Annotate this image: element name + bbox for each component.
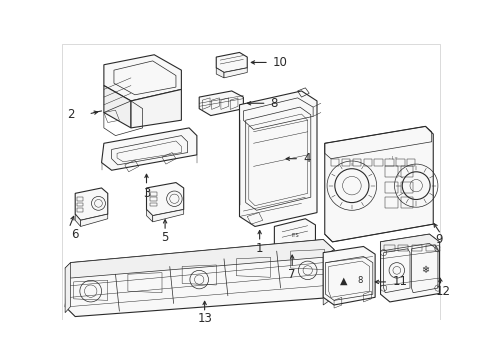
Polygon shape: [65, 239, 334, 278]
Bar: [397, 245, 409, 251]
Polygon shape: [381, 234, 440, 302]
Text: 9: 9: [436, 233, 443, 246]
Polygon shape: [325, 126, 433, 242]
Text: ▲: ▲: [341, 275, 348, 285]
Bar: [77, 203, 83, 206]
Bar: [353, 159, 361, 166]
Polygon shape: [65, 239, 334, 316]
Bar: [384, 245, 394, 251]
Polygon shape: [81, 214, 108, 226]
Polygon shape: [240, 91, 317, 226]
Polygon shape: [216, 68, 224, 78]
Polygon shape: [75, 214, 81, 226]
Bar: [77, 197, 83, 201]
Bar: [401, 182, 413, 193]
Polygon shape: [263, 168, 282, 178]
Polygon shape: [199, 91, 244, 116]
Bar: [401, 197, 413, 208]
Polygon shape: [104, 55, 181, 101]
Polygon shape: [147, 210, 153, 222]
Bar: [364, 159, 372, 166]
Text: 6: 6: [72, 228, 79, 240]
Text: 8: 8: [357, 276, 362, 285]
Bar: [77, 208, 83, 212]
Polygon shape: [323, 247, 375, 305]
Text: 11: 11: [392, 275, 407, 288]
Polygon shape: [75, 188, 108, 220]
Polygon shape: [381, 234, 440, 251]
Text: 12: 12: [436, 285, 451, 298]
Text: 5: 5: [161, 231, 169, 244]
Bar: [385, 182, 397, 193]
Text: ❄: ❄: [420, 265, 429, 275]
Polygon shape: [323, 249, 334, 305]
Text: 3: 3: [143, 187, 150, 200]
Polygon shape: [257, 145, 282, 172]
Text: 13: 13: [197, 312, 212, 325]
Bar: [425, 245, 437, 251]
Text: 1: 1: [256, 242, 264, 255]
Polygon shape: [65, 263, 71, 313]
Bar: [407, 159, 416, 166]
Bar: [149, 203, 157, 206]
Text: 10: 10: [273, 56, 288, 69]
Text: ITS: ITS: [292, 233, 299, 238]
Polygon shape: [224, 68, 247, 78]
Bar: [331, 159, 340, 166]
Polygon shape: [274, 219, 316, 251]
Polygon shape: [131, 89, 181, 128]
Text: 2: 2: [68, 108, 75, 121]
Bar: [396, 159, 405, 166]
Bar: [374, 159, 383, 166]
Text: 4: 4: [303, 152, 311, 165]
Bar: [412, 245, 422, 251]
Text: 8: 8: [270, 97, 278, 110]
Text: - | >: - | >: [389, 155, 397, 159]
Polygon shape: [101, 128, 197, 170]
Bar: [401, 166, 413, 177]
Bar: [149, 197, 157, 201]
Text: 7: 7: [289, 268, 296, 281]
Polygon shape: [274, 245, 285, 257]
Bar: [342, 159, 350, 166]
Bar: [385, 197, 397, 208]
Polygon shape: [104, 86, 131, 128]
Bar: [385, 166, 397, 177]
Polygon shape: [147, 183, 184, 216]
Polygon shape: [153, 210, 184, 222]
Bar: [385, 159, 394, 166]
Polygon shape: [216, 53, 247, 72]
Polygon shape: [257, 166, 263, 178]
Bar: [149, 192, 157, 195]
